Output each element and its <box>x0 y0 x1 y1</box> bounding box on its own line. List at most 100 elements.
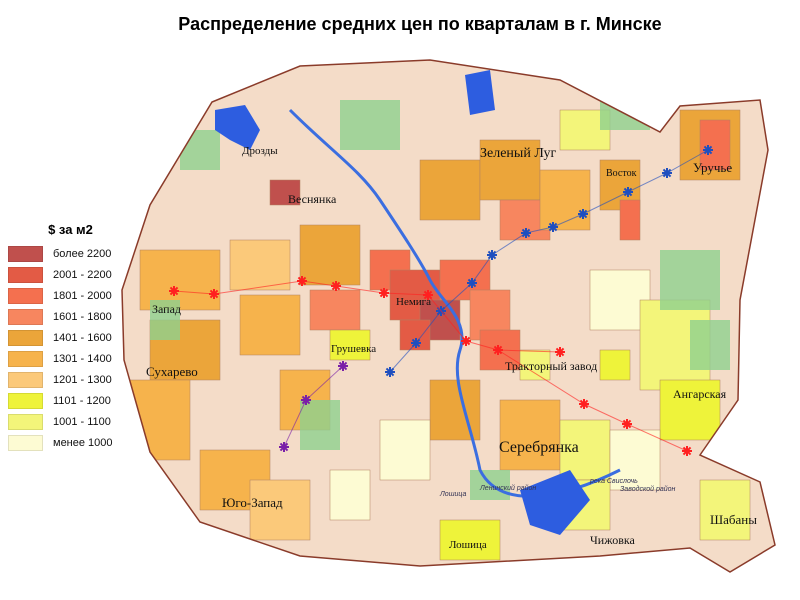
price-block <box>419 159 481 221</box>
metro-station-icon <box>623 187 633 197</box>
park <box>300 400 340 450</box>
district-label: Ангарская <box>673 387 727 401</box>
map-area <box>122 60 775 572</box>
lake-chizhovka <box>520 470 590 535</box>
price-block <box>699 119 731 171</box>
price-block <box>439 259 491 301</box>
legend-label: 1301 - 1400 <box>53 352 112 365</box>
legend-swatch <box>8 413 43 430</box>
river-svisloch <box>288 108 621 498</box>
price-block <box>699 479 751 541</box>
metro-station-icon <box>423 290 433 300</box>
price-block <box>239 294 301 356</box>
legend-label: 1801 - 2000 <box>53 289 112 302</box>
park <box>600 90 650 130</box>
price-block <box>329 469 371 521</box>
metro-station-icon <box>411 338 421 348</box>
park <box>340 100 400 150</box>
price-block <box>129 379 191 461</box>
legend-swatch <box>8 392 43 409</box>
district-label: Дрозды <box>242 145 278 157</box>
metro-station-icon <box>297 276 307 286</box>
price-block <box>309 289 361 331</box>
legend: $ за м2 более 2200 2001 - 2200 1801 - 2000… <box>8 222 133 453</box>
price-block <box>609 429 661 491</box>
legend-label: 2001 - 2200 <box>53 268 112 281</box>
price-block <box>659 379 721 441</box>
price-block <box>439 519 501 561</box>
minor-map-label: река Свислочь <box>589 478 638 485</box>
district-label: Немига <box>396 296 431 308</box>
district-label: Чижовка <box>590 533 636 547</box>
park <box>180 130 220 170</box>
legend-swatch <box>8 434 43 451</box>
metro-line <box>497 349 688 452</box>
metro-station-icon <box>578 209 588 219</box>
price-block <box>539 169 591 231</box>
legend-item: более 2200 <box>8 243 133 264</box>
legend-swatch <box>8 245 43 262</box>
legend-label: 1201 - 1300 <box>53 373 112 386</box>
metro-station-icon <box>682 446 692 456</box>
metro-station-icon <box>169 286 179 296</box>
district-label: Зеленый Луг <box>480 146 556 161</box>
legend-swatch <box>8 287 43 304</box>
metro-station-icon <box>487 250 497 260</box>
legend-item: 1201 - 1300 <box>8 369 133 390</box>
minor-map-label: Заводской район <box>620 485 676 493</box>
metro-station-icon <box>279 442 289 452</box>
minor-map-label: Ленинский район <box>479 484 536 492</box>
district-labels: Дрозды Веснянка Зеленый Луг Восток Уручье Зап… <box>146 145 757 551</box>
park <box>660 250 720 310</box>
price-block <box>249 479 311 541</box>
metro-station-icon <box>379 288 389 298</box>
legend-swatch <box>8 350 43 367</box>
price-block <box>429 379 481 441</box>
metro-station-icon <box>338 361 348 371</box>
legend-label: менее 1000 <box>53 436 113 449</box>
metro-lines <box>169 145 713 456</box>
price-block <box>299 224 361 286</box>
price-block <box>519 349 551 381</box>
district-label: Сухарево <box>146 364 198 379</box>
price-block <box>499 399 561 471</box>
price-block <box>329 329 371 361</box>
legend-swatch <box>8 371 43 388</box>
legend-label: 1001 - 1100 <box>53 415 111 428</box>
park <box>150 300 180 340</box>
district-label: Шабаны <box>710 512 757 527</box>
legend-label: более 2200 <box>53 247 112 260</box>
metro-station-icon <box>209 289 219 299</box>
price-block <box>229 239 291 291</box>
legend-label: 1601 - 1800 <box>53 310 112 323</box>
lake-drozdy <box>215 105 260 150</box>
legend-item: 1001 - 1100 <box>8 411 133 432</box>
legend-label: 1401 - 1600 <box>53 331 112 344</box>
legend-item: менее 1000 <box>8 432 133 453</box>
metro-station-icon <box>555 347 565 357</box>
district-label: Запад <box>152 302 181 316</box>
price-block <box>559 419 611 481</box>
district-label: Тракторный завод <box>505 359 597 373</box>
legend-item: 1601 - 1800 <box>8 306 133 327</box>
legend-swatch <box>8 329 43 346</box>
price-block <box>269 179 301 206</box>
price-block <box>619 199 641 241</box>
district-label: Серебрянка <box>499 439 579 456</box>
district-label: Веснянка <box>288 192 337 206</box>
metro-station-icon <box>301 395 311 405</box>
metro-station-icon <box>703 145 713 155</box>
metro-station-icon <box>385 367 395 377</box>
map-title: Распределение средних цен по кварталам в… <box>178 14 662 34</box>
legend-item: 1301 - 1400 <box>8 348 133 369</box>
metro-station-icon <box>548 222 558 232</box>
price-block <box>599 349 631 381</box>
legend-label: 1101 - 1200 <box>53 394 111 407</box>
legend-swatch <box>8 266 43 283</box>
metro-station-icon <box>461 336 471 346</box>
legend-item: 1101 - 1200 <box>8 390 133 411</box>
legend-item: 1801 - 2000 <box>8 285 133 306</box>
metro-station-icon <box>521 228 531 238</box>
legend-item: 2001 - 2200 <box>8 264 133 285</box>
